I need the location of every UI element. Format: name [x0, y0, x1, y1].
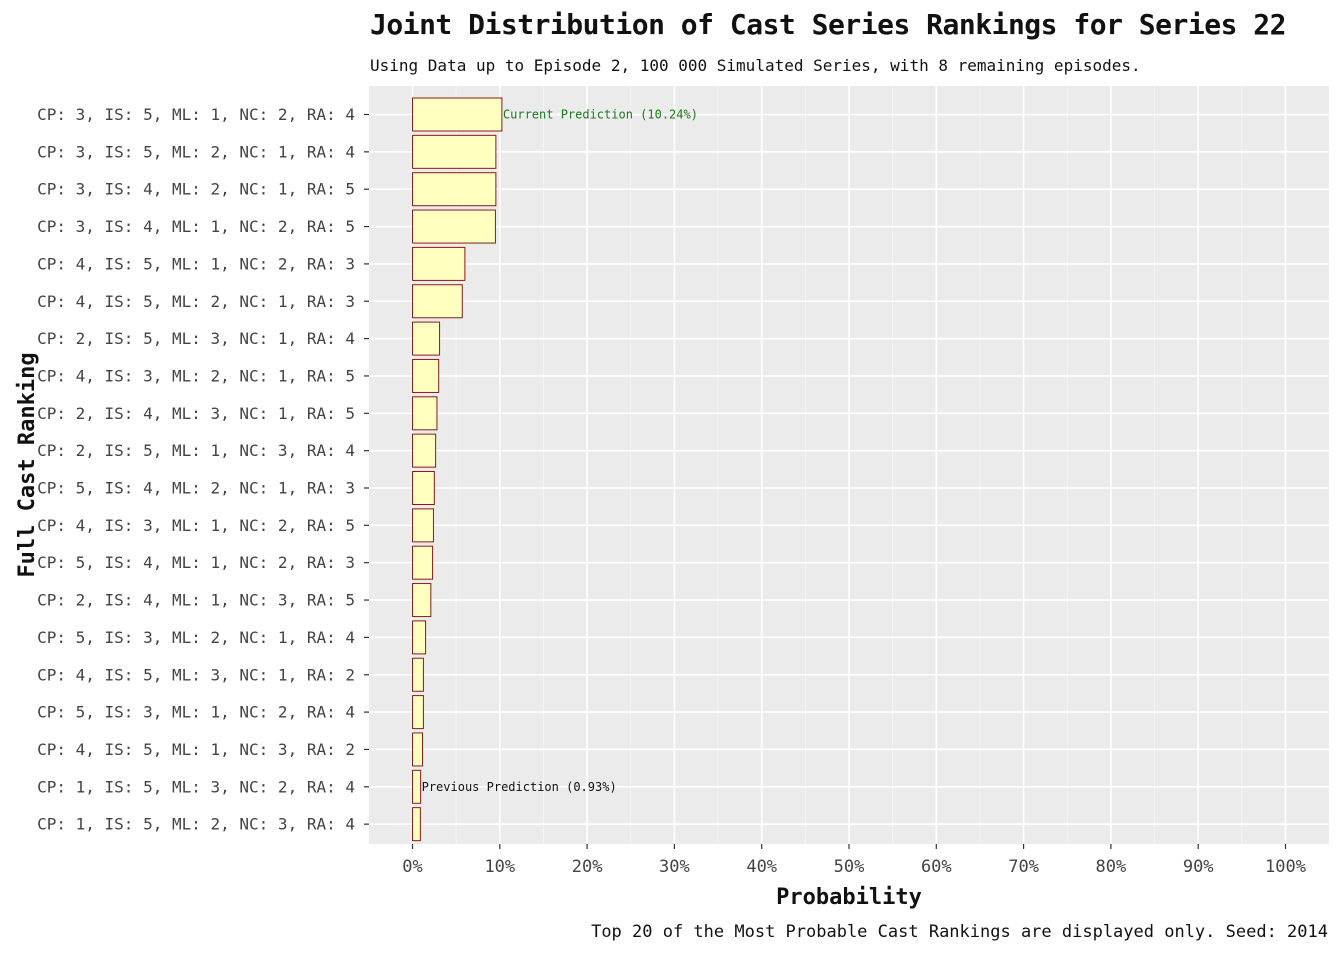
y-tick-label: CP: 1, IS: 5, ML: 3, NC: 2, RA: 4 — [37, 777, 355, 796]
y-tick-label: CP: 3, IS: 4, ML: 1, NC: 2, RA: 5 — [37, 217, 355, 236]
bar-annotation: Previous Prediction (0.93%) — [422, 780, 617, 794]
y-tick-label: CP: 1, IS: 5, ML: 2, NC: 3, RA: 4 — [37, 815, 355, 834]
x-tick-label: 40% — [746, 857, 777, 877]
y-tick-label: CP: 2, IS: 4, ML: 1, NC: 3, RA: 5 — [37, 591, 355, 610]
x-tick-label: 60% — [921, 857, 952, 877]
x-axis: 0% 10% 20% 30% 40% 50% 60% 70% 80% 90% 100% — [402, 844, 1306, 877]
bar — [412, 396, 438, 431]
y-tick-label: CP: 4, IS: 3, ML: 1, NC: 2, RA: 5 — [37, 516, 355, 535]
y-tick-label: CP: 3, IS: 5, ML: 2, NC: 1, RA: 4 — [37, 142, 355, 161]
bar-annotation: Current Prediction (10.24%) — [503, 108, 698, 122]
bar — [412, 358, 440, 393]
bar — [412, 433, 437, 468]
y-axis-title: Full Cast Ranking — [15, 352, 40, 577]
y-tick-label: CP: 3, IS: 4, ML: 2, NC: 1, RA: 5 — [37, 180, 355, 199]
y-tick-label: CP: 5, IS: 3, ML: 1, NC: 2, RA: 4 — [37, 703, 355, 722]
x-tick-label: 80% — [1096, 857, 1127, 877]
bar — [412, 732, 424, 767]
bars — [412, 97, 503, 842]
y-tick-label: CP: 4, IS: 5, ML: 1, NC: 3, RA: 2 — [37, 740, 355, 759]
x-tick-label: 20% — [572, 857, 603, 877]
x-tick-label: 70% — [1008, 857, 1039, 877]
y-tick-label: CP: 4, IS: 3, ML: 2, NC: 1, RA: 5 — [37, 366, 355, 385]
bar — [412, 209, 496, 244]
x-axis-title: Probability — [776, 885, 922, 910]
chart-caption: Top 20 of the Most Probable Cast Ranking… — [591, 922, 1328, 942]
x-tick-label: 10% — [484, 857, 515, 877]
y-tick-label: CP: 2, IS: 5, ML: 3, NC: 1, RA: 4 — [37, 329, 355, 348]
bar — [412, 508, 434, 543]
bar — [412, 471, 435, 505]
y-axis: CP: 3, IS: 5, ML: 1, NC: 2, RA: 4 CP: 3, … — [37, 105, 369, 834]
y-tick-label: CP: 5, IS: 3, ML: 2, NC: 1, RA: 4 — [37, 628, 355, 647]
y-tick-label: CP: 2, IS: 5, ML: 1, NC: 3, RA: 4 — [37, 441, 355, 460]
y-tick-label: CP: 5, IS: 4, ML: 1, NC: 2, RA: 3 — [37, 553, 355, 572]
bar — [412, 695, 424, 730]
y-tick-label: CP: 5, IS: 4, ML: 2, NC: 1, RA: 3 — [37, 479, 355, 498]
bar — [412, 134, 497, 169]
bar — [412, 769, 422, 804]
x-tick-label: 90% — [1183, 857, 1214, 877]
chart-title: Joint Distribution of Cast Series Rankin… — [370, 8, 1287, 41]
y-tick-label: CP: 2, IS: 4, ML: 3, NC: 1, RA: 5 — [37, 404, 355, 423]
bar — [412, 545, 434, 580]
x-tick-label: 0% — [402, 857, 422, 877]
bar — [412, 172, 497, 207]
y-tick-label: CP: 4, IS: 5, ML: 2, NC: 1, RA: 3 — [37, 292, 355, 311]
y-tick-label: CP: 3, IS: 5, ML: 1, NC: 2, RA: 4 — [37, 105, 355, 124]
x-tick-label: 50% — [834, 857, 865, 877]
minor-gridlines — [455, 86, 1243, 844]
annotations: Current Prediction (10.24%) Previous Pred… — [422, 108, 698, 794]
bar — [412, 246, 466, 281]
bar — [412, 321, 441, 356]
y-tick-label: CP: 4, IS: 5, ML: 1, NC: 2, RA: 3 — [37, 254, 355, 273]
x-tick-label: 30% — [659, 857, 690, 877]
major-gridlines — [369, 86, 1329, 844]
chart-subtitle: Using Data up to Episode 2, 100 000 Simu… — [370, 56, 1141, 75]
bar — [412, 620, 427, 655]
bar — [412, 657, 424, 692]
bar — [412, 807, 421, 842]
bar — [412, 97, 503, 132]
y-tick-label: CP: 4, IS: 5, ML: 3, NC: 1, RA: 2 — [37, 665, 355, 684]
x-tick-label: 100% — [1265, 857, 1306, 877]
bar — [412, 284, 463, 319]
bar — [412, 583, 432, 618]
